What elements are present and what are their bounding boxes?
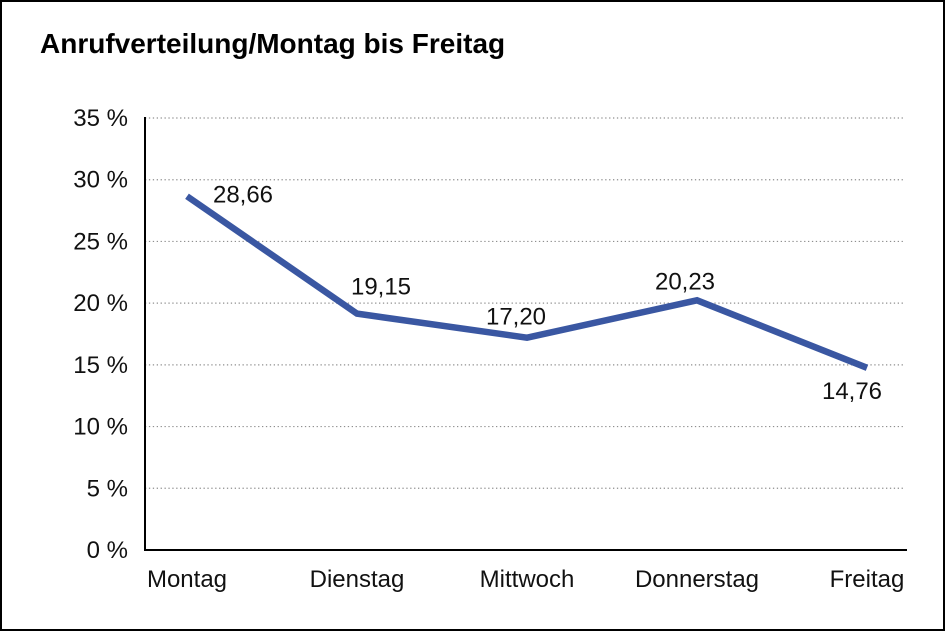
x-category-label: Mittwoch [480,566,575,593]
y-tick-label: 0 % [87,537,128,564]
x-category-label: Donnerstag [635,566,759,593]
y-tick-label: 35 % [73,105,128,132]
y-tick-label: 25 % [73,228,128,255]
series-line [185,193,869,371]
x-category-label: Montag [147,566,227,593]
data-point-label: 19,15 [351,274,411,301]
y-tick-label: 15 % [73,352,128,379]
data-point-label: 28,66 [213,181,273,208]
y-tick-label: 5 % [87,475,128,502]
chart-title: Anrufverteilung/Montag bis Freitag [40,28,506,59]
data-point-label: 14,76 [822,378,882,405]
y-tick-label: 30 % [73,167,128,194]
y-tick-label: 20 % [73,290,128,317]
data-point-label: 17,20 [486,304,546,331]
x-category-label: Freitag [830,566,905,593]
data-point-label: 20,23 [655,268,715,295]
y-tick-label: 10 % [73,414,128,441]
x-category-label: Dienstag [310,566,405,593]
